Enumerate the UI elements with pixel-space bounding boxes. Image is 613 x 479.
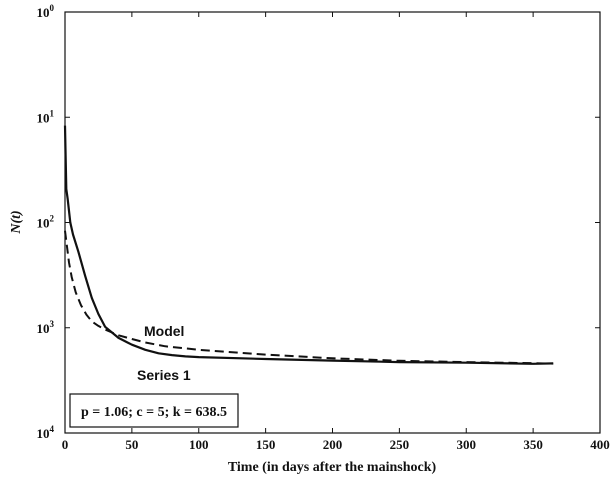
y-tick-label-3: 103 — [37, 319, 55, 336]
x-tick-label-8: 400 — [590, 437, 610, 452]
x-tick-label-0: 0 — [62, 437, 69, 452]
x-tick-label-2: 100 — [189, 437, 209, 452]
y-tick-label-0: 100 — [37, 3, 55, 20]
x-tick-label-7: 350 — [523, 437, 543, 452]
y-tick-label-2: 102 — [37, 214, 55, 231]
series-line-0 — [63, 125, 554, 365]
x-tick-label-3: 150 — [256, 437, 276, 452]
x-tick-labels: 0 50 100 150 200 250 300 350 400 — [62, 437, 610, 452]
series-lines — [63, 125, 554, 365]
parameter-box — [69, 393, 239, 428]
series-label-model: Model — [144, 323, 184, 339]
y-axis-label: N(t) — [9, 210, 24, 234]
axis-ticks — [64, 11, 601, 434]
series-label-series-1: Series 1 — [137, 367, 191, 383]
x-axis-label: Time (in days after the mainshock) — [228, 460, 437, 475]
x-tick-label-1: 50 — [125, 437, 138, 452]
x-tick-label-5: 250 — [390, 437, 410, 452]
series-line-1 — [64, 230, 554, 365]
x-tick-label-4: 200 — [323, 437, 343, 452]
x-tick-label-6: 300 — [457, 437, 477, 452]
y-tick-label-1: 101 — [37, 108, 55, 125]
y-tick-label-4: 104 — [37, 424, 55, 441]
parameter-annotation: p = 1.06; c = 5; k = 638.5 — [81, 405, 227, 420]
y-tick-labels: 100 101 102 103 104 — [37, 3, 55, 441]
